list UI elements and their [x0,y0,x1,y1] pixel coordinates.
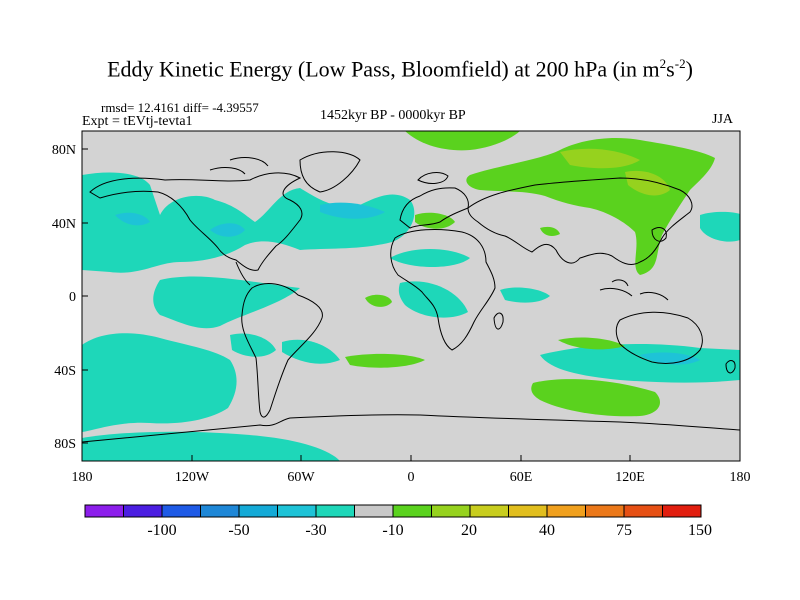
colorbar-box [277,504,317,518]
colorbar-box [585,504,625,518]
lon-label: 180 [730,470,751,485]
colorbar-label: 20 [461,522,477,539]
negative-anomaly-regions [82,172,740,461]
lat-label: 80N [52,143,76,158]
colorbar-box [123,504,163,518]
axis-ticks [81,148,741,461]
colorbar-box [84,504,124,518]
plot-title: Eddy Kinetic Energy (Low Pass, Bloomfiel… [107,56,693,82]
lon-label: 120W [175,470,210,485]
colorbar-box [238,504,278,518]
colorbar-box [161,504,201,518]
colorbar-label: 40 [539,522,555,539]
lat-label: 0 [69,290,76,305]
colorbar [84,504,702,518]
colorbar-label: -10 [382,522,403,539]
lon-label: 120E [615,470,645,485]
colorbar-label: -30 [305,522,326,539]
experiment-label: Expt = tEVtj-tevta1 [82,114,193,129]
colorbar-label: 150 [688,522,712,539]
colorbar-box [546,504,586,518]
period-label: 1452kyr BP - 0000kyr BP [320,108,466,123]
colorbar-label: -50 [228,522,249,539]
lon-label: 60W [287,470,315,485]
lat-label: 40N [52,217,76,232]
colorbar-box [431,504,471,518]
lon-label: 0 [408,470,415,485]
colorbar-label: -100 [147,522,176,539]
colorbar-box [354,504,394,518]
colorbar-labels: -100 -50 -30 -10 20 40 75 150 [147,522,712,539]
latitude-labels: 80N 40N 0 40S 80S [52,143,76,452]
colorbar-box [508,504,548,518]
lon-label: 180 [72,470,93,485]
stats-label: rmsd= 12.4161 diff= -4.39557 [101,100,259,115]
colorbar-box [392,504,432,518]
season-label: JJA [712,112,734,127]
longitude-labels: 180 120W 60W 0 60E 120E 180 [72,470,751,485]
colorbar-box [662,504,702,518]
colorbar-label: 75 [616,522,632,539]
colorbar-box [623,504,663,518]
map-area [82,131,740,461]
colorbar-box [469,504,509,518]
positive-anomaly-regions [345,131,715,417]
colorbar-box [315,504,355,518]
lon-label: 60E [510,470,533,485]
coastlines [82,151,740,443]
lat-label: 40S [54,364,76,379]
colorbar-box [200,504,240,518]
lat-label: 80S [54,437,76,452]
